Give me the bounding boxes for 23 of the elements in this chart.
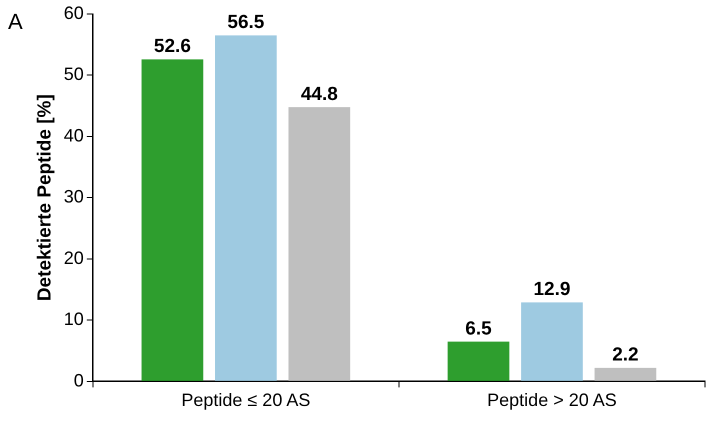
y-tick-label: 10: [64, 309, 84, 330]
data-label: 6.5: [465, 318, 492, 340]
bar: [142, 59, 204, 381]
y-tick-label: 60: [64, 2, 84, 23]
y-tick-label: 40: [64, 125, 84, 146]
y-axis-title: Detektierte Peptide [%]: [34, 94, 56, 302]
data-label: 52.6: [154, 36, 191, 58]
y-tick-label: 0: [74, 370, 84, 390]
data-label: 12.9: [533, 279, 570, 300]
bar: [215, 35, 277, 381]
data-label: 2.2: [612, 344, 639, 366]
bar: [288, 107, 350, 381]
bar: [521, 302, 583, 381]
text: A: [8, 9, 23, 34]
bar: [594, 368, 656, 381]
y-tick-label: 50: [64, 64, 84, 84]
data-label: 44.8: [300, 84, 338, 105]
y-tick-label: 30: [64, 186, 84, 207]
x-tick-label: Peptide ≤ 20 AS: [181, 390, 310, 410]
data-label: 56.5: [227, 12, 265, 34]
y-tick-label: 20: [64, 248, 84, 268]
x-tick-label: Peptide > 20 AS: [487, 390, 617, 410]
bar: [448, 342, 510, 381]
